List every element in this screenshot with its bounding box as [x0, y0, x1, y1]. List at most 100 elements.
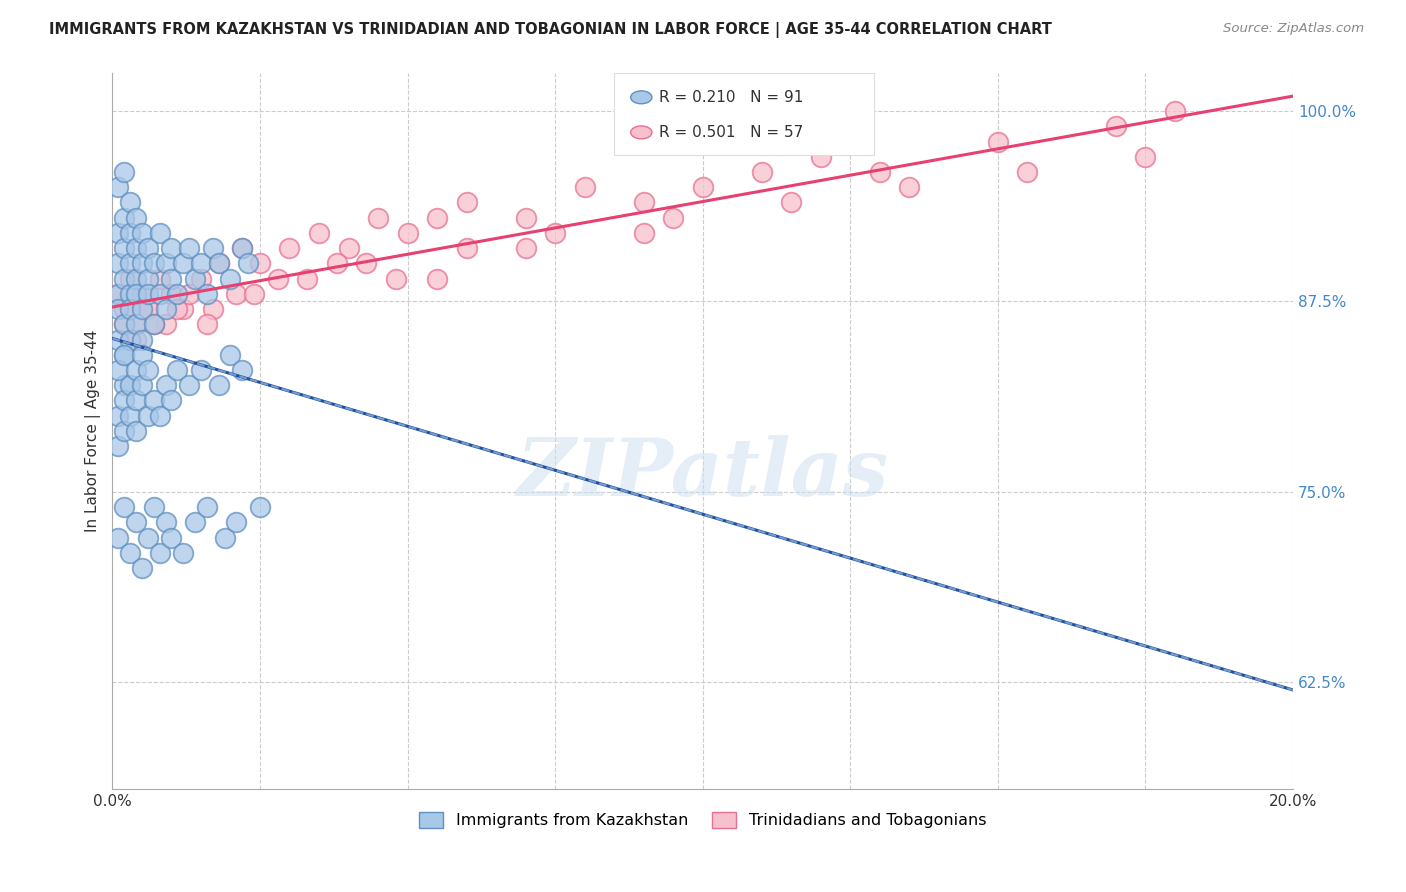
Point	[136, 286, 159, 301]
Point	[120, 333, 142, 347]
Point	[190, 271, 212, 285]
Point	[107, 286, 129, 301]
Point	[120, 301, 142, 316]
Point	[107, 301, 129, 316]
Point	[120, 409, 142, 423]
Point	[1105, 120, 1128, 134]
Point	[810, 150, 832, 164]
Point	[131, 561, 153, 575]
Point	[131, 226, 153, 240]
Text: R = 0.210   N = 91: R = 0.210 N = 91	[659, 90, 803, 105]
Point	[238, 256, 260, 270]
Point	[456, 195, 478, 210]
Point	[125, 241, 148, 255]
Point	[125, 211, 148, 225]
Point	[184, 516, 207, 530]
Point	[195, 286, 218, 301]
Point	[125, 286, 148, 301]
Point	[231, 363, 253, 377]
Point	[179, 378, 201, 392]
Point	[125, 271, 148, 285]
Point	[120, 286, 142, 301]
Point	[149, 271, 172, 285]
Point	[125, 318, 148, 332]
Point	[166, 286, 188, 301]
Point	[120, 256, 142, 270]
Point	[692, 180, 714, 194]
Point	[308, 226, 330, 240]
Point	[149, 226, 172, 240]
Point	[125, 333, 148, 347]
Point	[278, 241, 301, 255]
Point	[142, 393, 165, 408]
Point	[267, 271, 290, 285]
Point	[337, 241, 360, 255]
Point	[898, 180, 921, 194]
Text: IMMIGRANTS FROM KAZAKHSTAN VS TRINIDADIAN AND TOBAGONIAN IN LABOR FORCE | AGE 35: IMMIGRANTS FROM KAZAKHSTAN VS TRINIDADIA…	[49, 22, 1052, 38]
Point	[131, 301, 153, 316]
Point	[120, 271, 142, 285]
Point	[1017, 165, 1039, 179]
Point	[131, 348, 153, 362]
Point	[107, 180, 129, 194]
Point	[112, 301, 135, 316]
Point	[142, 256, 165, 270]
Point	[160, 286, 183, 301]
Point	[219, 271, 242, 285]
Point	[231, 241, 253, 255]
Point	[131, 256, 153, 270]
Point	[633, 195, 655, 210]
Point	[231, 241, 253, 255]
Point	[136, 271, 159, 285]
Point	[172, 301, 194, 316]
Point	[544, 226, 567, 240]
Point	[354, 256, 377, 270]
Text: R = 0.501   N = 57: R = 0.501 N = 57	[659, 125, 803, 140]
Point	[155, 318, 177, 332]
Point	[107, 409, 129, 423]
Point	[396, 226, 419, 240]
Point	[295, 271, 318, 285]
Point	[112, 348, 135, 362]
Point	[780, 195, 803, 210]
Point	[131, 378, 153, 392]
Point	[987, 135, 1010, 149]
Point	[515, 211, 537, 225]
Point	[131, 333, 153, 347]
Point	[120, 378, 142, 392]
Point	[107, 286, 129, 301]
Point	[243, 286, 266, 301]
Point	[179, 241, 201, 255]
Point	[195, 500, 218, 514]
Point	[426, 271, 449, 285]
Point	[208, 256, 231, 270]
Point	[179, 286, 201, 301]
Point	[155, 378, 177, 392]
Point	[107, 226, 129, 240]
Point	[384, 271, 406, 285]
Circle shape	[631, 91, 652, 103]
Point	[201, 241, 224, 255]
Text: Source: ZipAtlas.com: Source: ZipAtlas.com	[1223, 22, 1364, 36]
Point	[367, 211, 389, 225]
Point	[142, 318, 165, 332]
Point	[208, 256, 231, 270]
Point	[208, 378, 231, 392]
Point	[120, 546, 142, 560]
Point	[214, 531, 236, 545]
Point	[120, 226, 142, 240]
Point	[107, 439, 129, 453]
Point	[160, 531, 183, 545]
Point	[125, 393, 148, 408]
Circle shape	[631, 126, 652, 139]
FancyBboxPatch shape	[614, 73, 875, 155]
Point	[125, 424, 148, 438]
Point	[225, 286, 247, 301]
Point	[249, 500, 271, 514]
Point	[112, 393, 135, 408]
Point	[107, 531, 129, 545]
Point	[190, 363, 212, 377]
Point	[515, 241, 537, 255]
Point	[120, 333, 142, 347]
Point	[160, 393, 183, 408]
